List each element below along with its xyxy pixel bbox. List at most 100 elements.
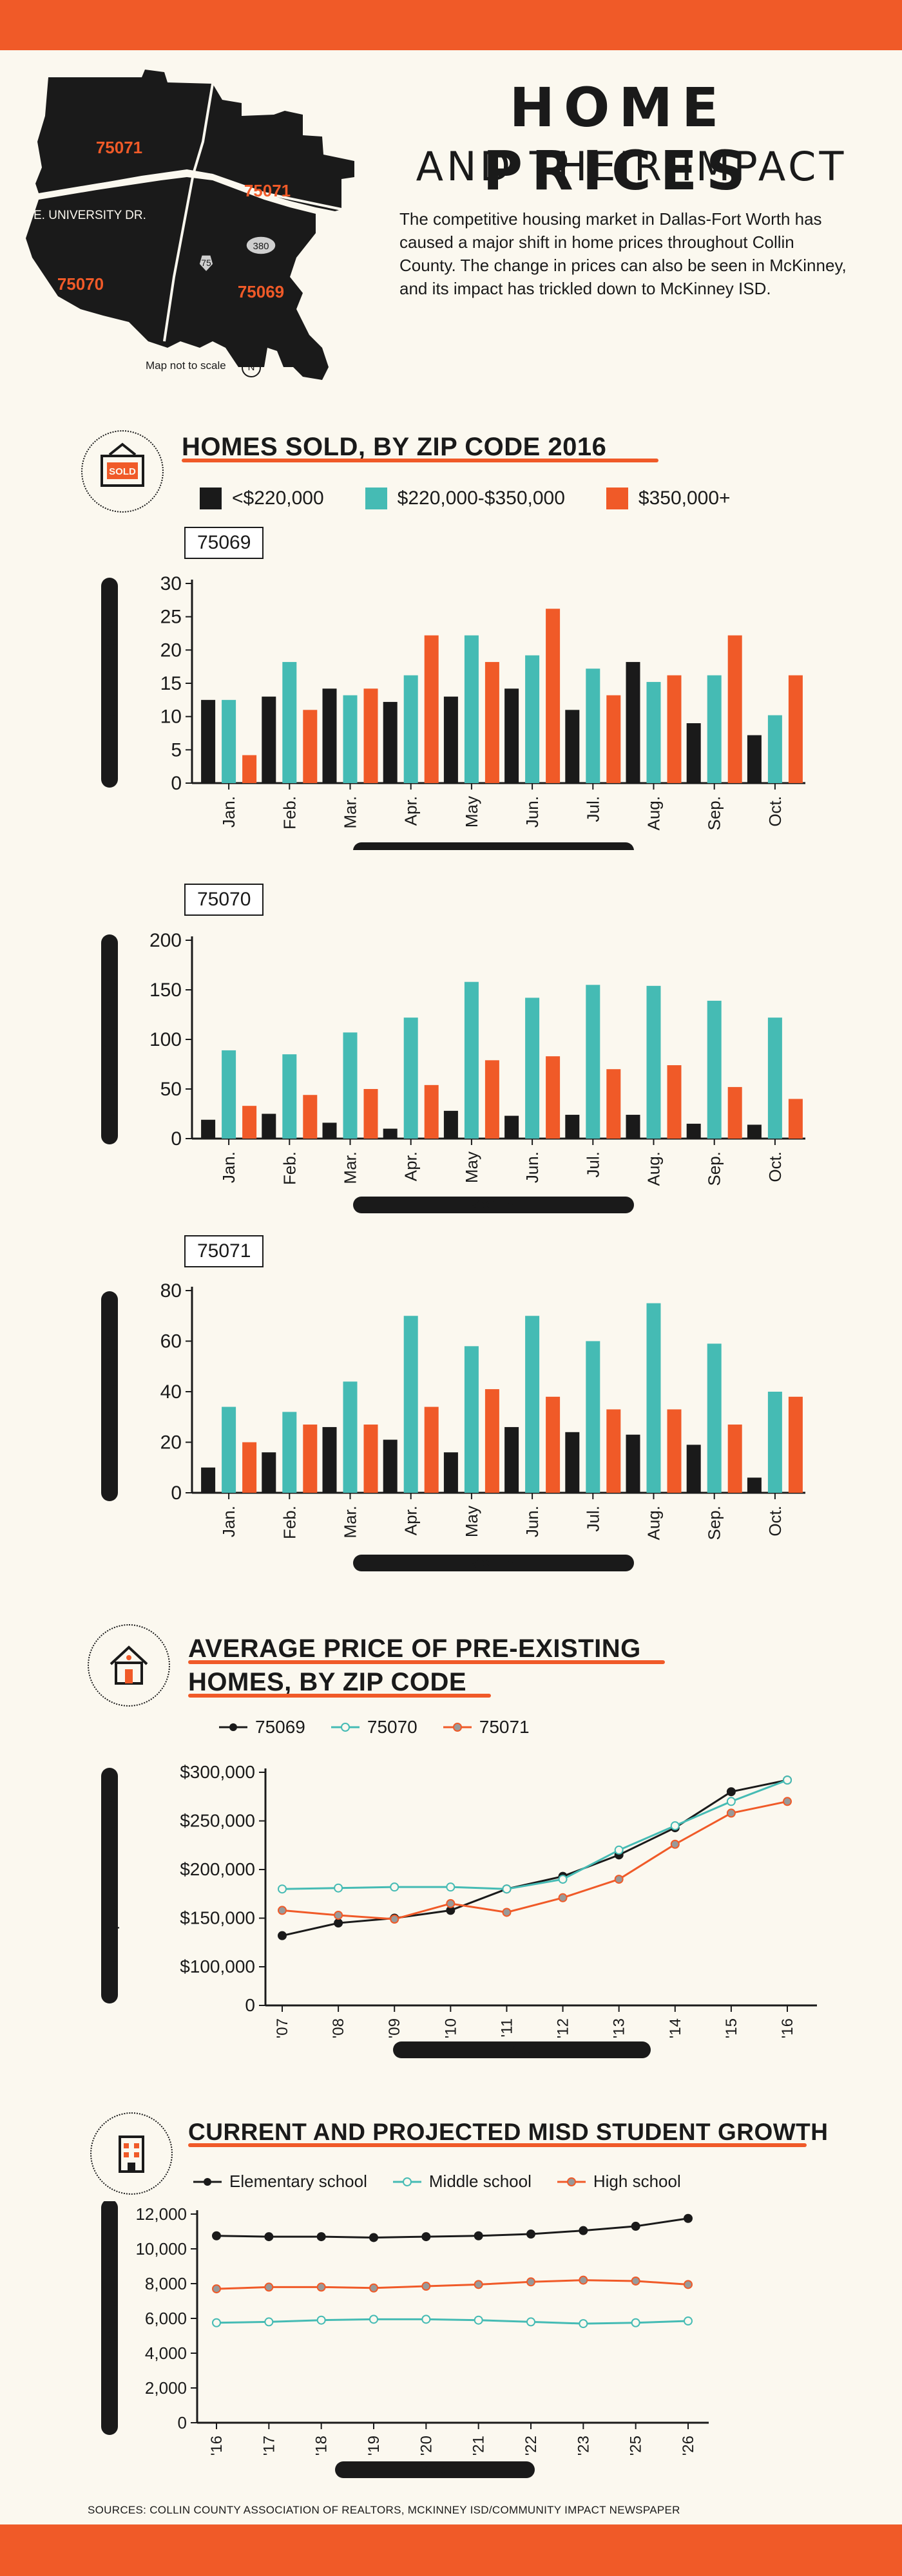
- y-tick-label: $250,000: [180, 1811, 255, 1831]
- data-point: [390, 1882, 399, 1892]
- data-point: [212, 2318, 221, 2327]
- x-tick-label: '21: [470, 2436, 488, 2456]
- bar--220-000: [565, 1115, 580, 1139]
- section-title-homes-sold: HOMES SOLD, BY ZIP CODE 2016: [182, 433, 607, 461]
- bar--350-000-: [424, 1406, 439, 1493]
- x-tick-label: Aug.: [644, 796, 664, 831]
- legend-label: High school: [593, 2172, 681, 2191]
- bar--220-000-350-000: [586, 985, 600, 1139]
- x-tick-label: '18: [313, 2436, 331, 2456]
- x-tick-label: Oct.: [765, 1506, 785, 1537]
- data-point: [474, 2315, 483, 2325]
- bar--220-000-350-000: [282, 1054, 297, 1139]
- y-tick-label: 0: [171, 1482, 182, 1504]
- legend-label: $220,000-$350,000: [397, 488, 565, 509]
- bar--220-000: [443, 1452, 458, 1493]
- bar--220-000: [262, 1113, 276, 1139]
- x-tick-label: Feb.: [280, 1151, 299, 1185]
- y-tick-label: 150: [149, 980, 182, 1001]
- legend-swatch-orange: [606, 488, 628, 509]
- hwy-75-shield-icon: [198, 254, 214, 273]
- section-underline: [188, 2143, 807, 2147]
- section-underline: [188, 1660, 665, 1664]
- bar--350-000-: [485, 661, 499, 783]
- legend-item-220k-350k: $220,000-$350,000: [365, 488, 565, 509]
- x-tick-label: '17: [260, 2436, 278, 2456]
- legend-item-high: High school: [557, 2172, 681, 2192]
- data-point: [726, 1808, 736, 1818]
- section-underline: [188, 1694, 491, 1698]
- bar--350-000-: [606, 695, 621, 783]
- bar--350-000-: [424, 1084, 439, 1139]
- bar--220-000: [626, 1434, 640, 1493]
- legend-swatch-teal: [365, 488, 387, 509]
- bar--220-000-350-000: [525, 998, 540, 1139]
- data-point: [502, 1908, 512, 1917]
- x-axis-label: Year: [506, 2041, 538, 2058]
- data-point: [526, 2317, 535, 2327]
- legend-item-75070: 75070: [331, 1717, 417, 1738]
- page-subtitle: AND THEIR IMPACT: [416, 143, 847, 190]
- legend-label: $350,000+: [638, 488, 731, 509]
- y-tick-label: 8,000: [145, 2274, 187, 2293]
- x-label-pill: [353, 1555, 634, 1571]
- x-tick-label: '25: [628, 2436, 645, 2456]
- legend-item-over-350k: $350,000+: [606, 488, 731, 509]
- data-point: [446, 1899, 456, 1908]
- x-tick-label: Jan.: [219, 1151, 238, 1183]
- bar--220-000-350-000: [343, 1032, 358, 1139]
- bar--220-000-350-000: [586, 1341, 600, 1493]
- series-line-elementary-school: [216, 2217, 689, 2239]
- bar--350-000-: [242, 1106, 257, 1139]
- x-tick-label: Jul.: [583, 796, 602, 822]
- map-label-75069: 75069: [238, 282, 284, 301]
- bar--350-000-: [363, 1425, 378, 1493]
- y-tick-label: 12,000: [135, 2204, 187, 2224]
- x-tick-label: Aug.: [644, 1506, 664, 1540]
- x-tick-label: Apr.: [401, 1506, 421, 1535]
- data-point: [783, 1797, 792, 1806]
- data-point: [316, 2282, 326, 2292]
- data-point: [212, 2231, 221, 2240]
- x-tick-label: '15: [723, 2018, 740, 2038]
- bottom-color-band: [0, 2524, 902, 2576]
- bar--350-000-: [727, 635, 742, 783]
- map-road-label: E. UNIVERSITY DR.: [34, 209, 146, 222]
- data-point: [670, 1839, 680, 1849]
- map-label-75071-east: 75071: [244, 181, 291, 200]
- bar--220-000: [686, 723, 701, 783]
- bar--220-000: [626, 1115, 640, 1139]
- bar--350-000-: [788, 1396, 803, 1493]
- series-line-75069: [282, 1779, 788, 1937]
- data-point: [334, 1910, 343, 1920]
- data-point: [334, 1883, 343, 1893]
- sources-note: SOURCES: COLLIN COUNTY ASSOCIATION OF RE…: [88, 2504, 680, 2516]
- data-point: [684, 2316, 693, 2326]
- house-icon: [88, 1624, 170, 1707]
- x-axis-label: Months: [468, 1554, 519, 1571]
- legend-label: <$220,000: [232, 488, 324, 509]
- legend-item-elementary: Elementary school: [193, 2172, 367, 2192]
- y-tick-label: 10: [160, 706, 182, 728]
- x-tick-label: '09: [386, 2018, 403, 2038]
- bar--350-000-: [606, 1069, 621, 1139]
- bar--220-000-350-000: [222, 699, 236, 783]
- y-tick-label: 200: [149, 930, 182, 951]
- bar--220-000: [443, 1110, 458, 1139]
- data-point: [369, 2233, 378, 2242]
- bar--220-000-350-000: [767, 1018, 782, 1139]
- data-point: [369, 2315, 378, 2324]
- bar--350-000-: [606, 1409, 621, 1493]
- y-tick-label: $100,000: [180, 1956, 255, 1976]
- y-axis-label: Number of homes sold: [101, 598, 120, 767]
- y-tick-label: 80: [160, 1280, 182, 1302]
- bar--220-000-350-000: [343, 695, 358, 783]
- data-point: [631, 2276, 640, 2286]
- x-tick-label: May: [462, 796, 481, 828]
- bar--350-000-: [667, 1065, 682, 1139]
- data-point: [446, 1882, 456, 1892]
- bar--220-000: [686, 1123, 701, 1139]
- hwy-380-road: [212, 174, 342, 211]
- bar--220-000-350-000: [646, 681, 661, 783]
- chart-title-75069: 75069: [184, 527, 264, 559]
